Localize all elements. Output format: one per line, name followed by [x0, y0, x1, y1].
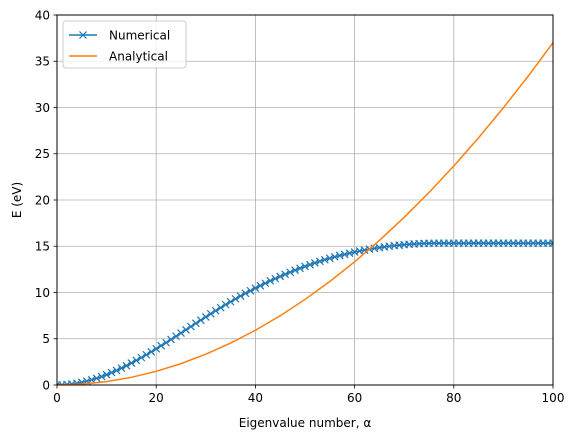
data-point-marker	[172, 332, 180, 341]
data-point-marker	[221, 300, 230, 309]
series-layer	[57, 42, 553, 385]
data-point-marker	[182, 325, 190, 334]
data-point-marker	[251, 284, 260, 293]
data-point-marker	[310, 258, 319, 267]
data-point-marker	[112, 366, 121, 375]
data-point-marker	[97, 372, 106, 381]
data-point-marker	[167, 335, 176, 344]
y-tick-label: 10	[35, 286, 50, 300]
series-line-analytical	[57, 42, 553, 385]
data-point-marker	[241, 289, 250, 298]
y-axis-label: E (eV)	[10, 182, 24, 218]
data-point-marker	[226, 297, 235, 306]
grid-lines	[56, 14, 554, 386]
data-point-marker	[72, 379, 81, 385]
legend-swatch-marker	[79, 31, 87, 39]
data-point-marker	[157, 341, 166, 350]
x-tick-label: 20	[149, 391, 164, 405]
data-point-marker	[286, 268, 295, 277]
y-tick-label: 40	[35, 8, 50, 22]
x-tick-label: 60	[347, 391, 362, 405]
data-point-marker	[266, 276, 275, 285]
data-point-marker	[325, 254, 334, 263]
data-point-marker	[186, 322, 195, 331]
data-point-marker	[177, 329, 185, 337]
data-point-marker	[206, 309, 215, 318]
data-point-marker	[276, 272, 285, 281]
x-tick-label: 100	[542, 391, 565, 405]
data-point-marker	[201, 312, 210, 321]
axis-ticks: 0 20 40 60 80 100 0 5 10 15 20 25 30 35 40	[35, 8, 565, 405]
data-point-marker	[340, 250, 349, 259]
data-point-marker	[246, 286, 255, 295]
data-point-marker	[132, 356, 141, 365]
data-point-marker	[335, 251, 344, 260]
y-tick-label: 35	[35, 55, 50, 69]
data-point-marker	[271, 274, 280, 283]
series-analytical	[57, 42, 553, 385]
legend-label: Numerical	[109, 28, 170, 42]
data-point-marker	[127, 359, 136, 368]
data-point-marker	[102, 370, 111, 379]
x-tick-label: 40	[248, 391, 263, 405]
y-tick-label: 5	[42, 332, 50, 346]
data-point-marker	[211, 306, 220, 315]
data-point-marker	[196, 316, 205, 325]
y-tick-label: 30	[35, 101, 50, 115]
legend-item-numerical: Numerical	[69, 28, 170, 42]
x-axis-label: Eigenvalue number, α	[239, 416, 372, 430]
data-point-marker	[92, 374, 101, 383]
data-point-marker	[320, 255, 329, 264]
data-point-marker	[117, 364, 126, 373]
data-point-marker	[107, 368, 116, 377]
data-point-marker	[315, 257, 324, 266]
data-point-marker	[142, 350, 151, 359]
legend-item-analytical: Analytical	[69, 49, 168, 63]
data-point-marker	[306, 260, 314, 269]
data-point-marker	[152, 344, 161, 353]
data-point-marker	[137, 353, 146, 362]
series-numerical	[57, 239, 553, 385]
data-point-marker	[261, 279, 270, 288]
x-tick-label: 80	[446, 391, 461, 405]
y-tick-label: 20	[35, 193, 50, 207]
data-point-marker	[296, 264, 304, 273]
data-point-marker	[191, 319, 200, 328]
data-point-marker	[301, 262, 309, 271]
data-point-marker	[256, 281, 265, 290]
data-point-marker	[231, 294, 240, 303]
data-point-marker	[162, 338, 171, 347]
data-point-marker	[216, 303, 225, 312]
data-point-marker	[281, 270, 290, 279]
data-point-marker	[147, 347, 156, 356]
legend-label: Analytical	[109, 49, 168, 63]
data-point-marker	[330, 252, 339, 261]
x-tick-label: 0	[53, 391, 61, 405]
data-point-marker	[122, 361, 131, 370]
data-point-marker	[549, 239, 553, 248]
data-point-marker	[291, 266, 300, 275]
data-point-marker	[236, 292, 245, 300]
y-tick-label: 0	[42, 378, 50, 392]
legend: Numerical Analytical	[62, 20, 187, 69]
y-tick-label: 15	[35, 240, 50, 254]
y-tick-label: 25	[35, 147, 50, 161]
